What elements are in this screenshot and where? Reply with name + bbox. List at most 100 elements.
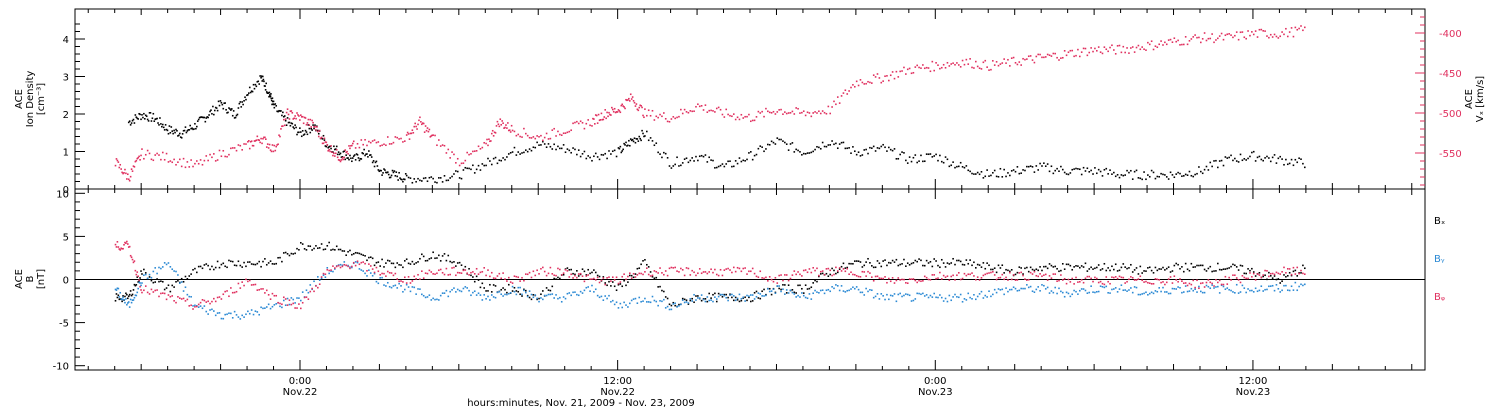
density-point [888, 146, 890, 149]
vx-point [1075, 54, 1077, 57]
density-point [521, 152, 523, 154]
by-point [451, 289, 453, 291]
density-point [871, 147, 873, 149]
vx-point [337, 159, 340, 161]
density-point [823, 145, 826, 148]
density-point [619, 145, 622, 148]
density-point [914, 154, 917, 156]
by-point [615, 301, 618, 304]
density-point [1056, 167, 1058, 170]
vx-point [285, 111, 288, 114]
density-point [141, 114, 143, 116]
density-point [797, 149, 799, 152]
bx-point [923, 264, 926, 267]
bx-point [381, 258, 383, 261]
bz-point [513, 275, 516, 277]
vx-point [525, 132, 527, 135]
bx-point [281, 260, 283, 263]
by-point [182, 290, 185, 292]
bz-point [292, 302, 295, 305]
density-point [1213, 160, 1215, 162]
vx-point [886, 75, 888, 77]
density-point [152, 112, 155, 115]
density-point [349, 154, 351, 157]
density-point [1262, 159, 1264, 162]
density-point [589, 156, 591, 159]
by-point [608, 294, 610, 297]
vx-point [408, 138, 411, 140]
bx-point [982, 262, 985, 264]
density-point [982, 177, 985, 179]
density-point [1247, 157, 1249, 160]
vx-point [678, 115, 680, 118]
density-point [176, 129, 178, 132]
vx-point [135, 159, 138, 162]
density-point [759, 145, 762, 147]
vx-point [1262, 30, 1264, 32]
density-point [611, 150, 614, 153]
density-point [1107, 173, 1109, 175]
vx-point [488, 138, 490, 141]
bz-point [1260, 276, 1263, 279]
by-point [464, 286, 467, 288]
by-point [1037, 286, 1039, 288]
by-point [897, 293, 900, 296]
density-point [683, 158, 686, 160]
x-tick-time: 12:00 [1239, 376, 1268, 387]
density-point [787, 149, 790, 151]
bx-point [717, 292, 720, 295]
bz-point [560, 274, 563, 276]
bx-point [1099, 269, 1102, 271]
by-point [1175, 288, 1178, 290]
vx-point [441, 144, 444, 146]
bz-point [392, 274, 395, 277]
vx-point [997, 64, 1000, 67]
vx-point [369, 141, 372, 144]
density-point [886, 150, 888, 152]
by-point [1201, 291, 1204, 294]
by-point [453, 287, 455, 289]
bz-point [1026, 279, 1028, 281]
by-point [511, 285, 514, 288]
density-point [1105, 167, 1108, 170]
bx-point [778, 287, 780, 290]
bz-point [138, 279, 140, 281]
bz-point [587, 274, 589, 276]
density-point [622, 148, 624, 151]
bz-point [1084, 277, 1087, 280]
by-point [462, 287, 465, 290]
by-point [305, 289, 308, 292]
bz-point [337, 264, 340, 267]
bx-point [1029, 266, 1032, 269]
bx-point [1192, 266, 1195, 268]
bz-point [180, 298, 183, 300]
bz-point [1271, 272, 1274, 275]
bz-point [959, 278, 962, 281]
by-point [1014, 287, 1017, 290]
bx-point [978, 264, 981, 266]
vx-point [746, 115, 748, 118]
by-point [944, 297, 947, 300]
density-point [291, 122, 294, 125]
bz-point [850, 271, 852, 274]
density-point [390, 174, 393, 177]
bx-point [337, 248, 340, 251]
by-point [526, 295, 529, 298]
vx-point [270, 150, 273, 153]
bx-point [375, 261, 378, 264]
vx-point [808, 112, 811, 114]
vx-point [332, 154, 334, 157]
bx-point [613, 285, 616, 288]
density-point [1194, 173, 1196, 176]
density-point [704, 154, 707, 156]
density-point [456, 170, 459, 173]
by-point [1192, 289, 1195, 292]
density-point [1237, 161, 1240, 163]
bx-point [126, 293, 128, 296]
by-point [131, 299, 134, 301]
by-point [156, 272, 158, 275]
density-point [1200, 170, 1202, 173]
vx-point [413, 125, 416, 128]
density-tick-label: 1 [63, 148, 69, 159]
bx-point [940, 258, 943, 261]
